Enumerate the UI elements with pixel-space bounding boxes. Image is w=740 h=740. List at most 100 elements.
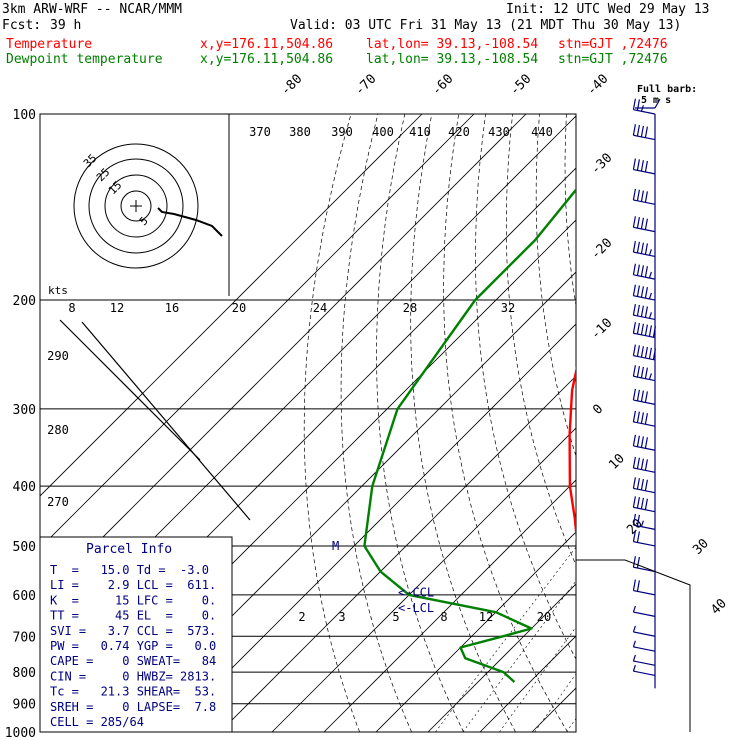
dry-adiabat-line	[565, 114, 740, 732]
mixing-ratio-line	[567, 546, 699, 732]
hodograph-speed-label: 24	[313, 301, 327, 315]
full-barb-legend: Full barb:	[637, 84, 697, 95]
hodograph-units-label: kts	[48, 284, 68, 297]
wind-barb-shaft	[633, 227, 655, 231]
full-barb-legend-units: 5 m s	[641, 95, 671, 106]
wind-barb-flag	[641, 498, 643, 509]
wind-barb-shaft	[633, 661, 655, 665]
wind-barb-flag	[633, 189, 635, 200]
wind-barb-flag	[637, 412, 639, 423]
wind-barb-flag	[633, 264, 635, 275]
isotherm-line	[688, 114, 740, 732]
wind-barb-flag	[645, 127, 647, 138]
wind-barb	[633, 264, 655, 279]
wind-barb	[633, 216, 655, 231]
wind-barb-flag	[633, 641, 635, 647]
wind-barb-shaft	[633, 400, 655, 404]
wind-barb-shaft	[633, 468, 655, 472]
wind-barb-flag	[641, 243, 643, 254]
wind-barb	[633, 626, 655, 636]
parcel-info-row: SREH = 0 LAPSE= 7.8	[50, 700, 216, 714]
hodograph-speed-label: 12	[110, 301, 124, 315]
wind-barb-flag	[633, 304, 635, 315]
wind-barb-shaft	[633, 612, 655, 616]
wind-barb-flag	[649, 348, 651, 359]
wind-barb-shaft	[633, 647, 655, 651]
dry-adiabat-line	[506, 114, 671, 732]
wind-barb-flag	[641, 437, 643, 448]
wind-barb-flag	[637, 305, 639, 316]
theta-label: 410	[409, 125, 431, 139]
hodograph-speed-label: 16	[165, 301, 179, 315]
wind-barb-flag	[633, 322, 635, 333]
wind-barb-flag	[637, 265, 639, 276]
wind-barb-flag	[645, 287, 647, 298]
isotherm-label: 40	[708, 596, 730, 618]
isotherm-label: 30	[690, 536, 712, 558]
wind-barb	[633, 322, 655, 337]
wind-barb-flag	[649, 249, 651, 255]
wind-barb	[633, 241, 655, 256]
wind-barb-flag	[641, 306, 643, 317]
wind-barb-shaft	[633, 135, 655, 139]
isotherm-label: 0	[590, 402, 606, 418]
wind-barb-flag	[637, 458, 639, 469]
wind-barb-flag	[649, 293, 651, 299]
wind-barb-flag	[637, 390, 639, 401]
pressure-label: 300	[13, 403, 36, 418]
wind-barb-flag	[633, 435, 635, 446]
wind-barb-shaft	[633, 170, 655, 174]
mixing-ratio-label: 3	[338, 610, 345, 624]
wind-barb-flag	[637, 478, 639, 489]
dry-adiabat-line	[593, 114, 740, 732]
wind-barb-flag	[637, 345, 639, 356]
wind-barb-flag	[645, 480, 647, 491]
wind-barb-flag	[633, 496, 635, 507]
wind-barb	[633, 411, 655, 426]
wind-barb-flag	[633, 159, 635, 170]
parcel-annotation: <-LCL	[398, 601, 434, 615]
mixing-ratio-label: 2	[298, 610, 305, 624]
isotherm-label: -80	[278, 72, 305, 99]
parcel-info-row: CELL = 285/64	[50, 715, 144, 729]
wind-barb-flag	[637, 242, 639, 253]
wind-barb-flag	[641, 218, 643, 229]
wind-barb-flag	[633, 556, 635, 567]
wind-barb-flag	[641, 391, 643, 402]
mixing-ratio-label: 20	[537, 610, 551, 624]
wind-barb-flag	[633, 665, 635, 671]
wind-barb-flag	[637, 217, 639, 228]
isotherm-line	[220, 114, 740, 732]
wind-barb	[633, 389, 655, 404]
wind-barb-flag	[645, 437, 647, 448]
isotherm-line	[480, 114, 740, 732]
wind-barb	[633, 189, 655, 204]
wind-barb	[633, 655, 655, 665]
wind-barb-flag	[641, 160, 643, 171]
wind-barb-flag	[633, 285, 635, 296]
theta-label: 400	[372, 125, 394, 139]
wind-barb-flag	[637, 190, 639, 201]
pressure-label: 500	[13, 540, 36, 555]
wind-barb-flag	[637, 497, 639, 508]
wind-barb-flag	[641, 265, 643, 276]
wind-barb-shaft	[633, 591, 655, 595]
wind-barb-flag	[645, 325, 647, 336]
wind-barb-flag	[645, 459, 647, 470]
dry-adiabat-line	[377, 114, 464, 732]
wind-barb	[633, 345, 655, 360]
dry-adiabat-line	[674, 114, 740, 732]
wind-barb-shaft	[633, 422, 655, 426]
wind-barb	[633, 606, 655, 616]
wind-barb-shaft	[633, 356, 655, 360]
wind-barb-flag	[645, 243, 647, 254]
theta-label: 430	[488, 125, 510, 139]
hodograph-ring-label: 15	[106, 179, 125, 198]
hodograph-ring-label: 35	[81, 152, 100, 171]
wind-barb-shaft	[633, 542, 655, 546]
dry-adiabat-line	[728, 114, 740, 732]
parcel-info-row: TT = 45 EL = 0.	[50, 609, 216, 623]
wind-barb-flag	[637, 286, 639, 297]
wind-barb-flag	[649, 373, 651, 379]
hodograph-speed-label: 20	[232, 301, 246, 315]
